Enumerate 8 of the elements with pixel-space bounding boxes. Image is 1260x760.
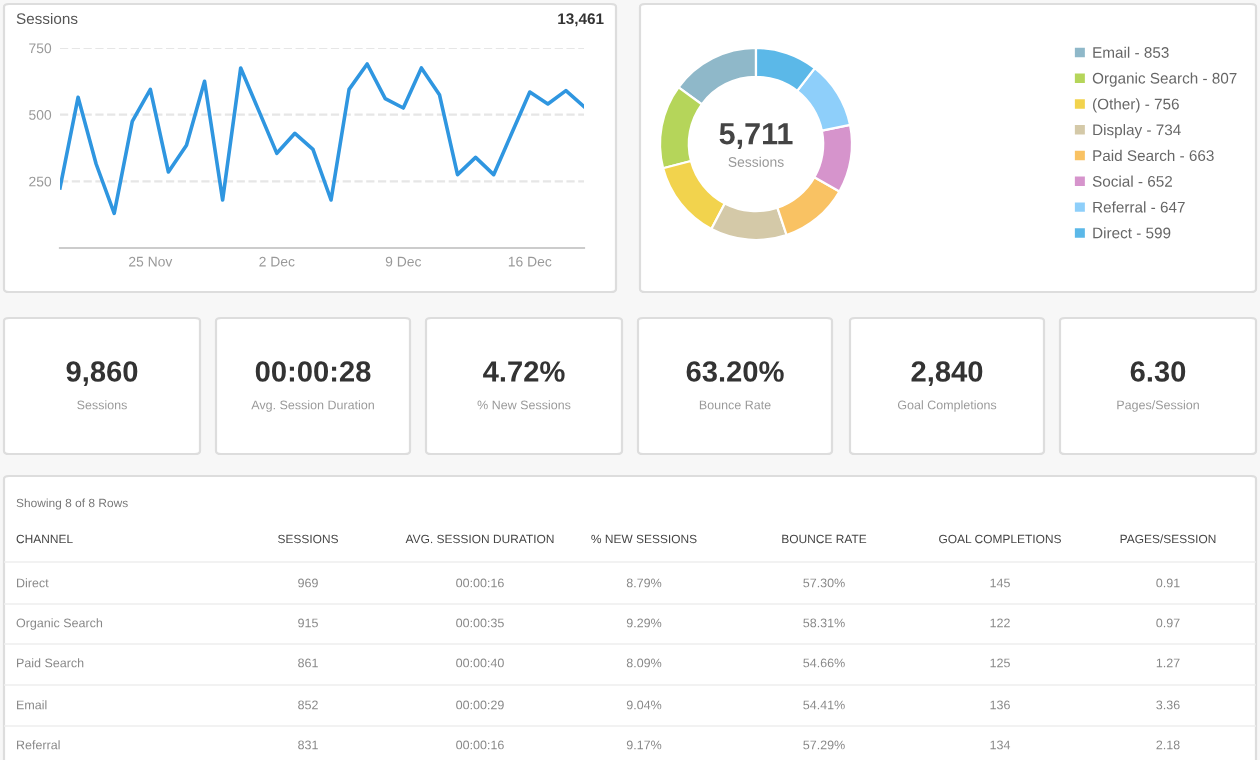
text: 00:00:28 [255,361,371,382]
text: 63.20% [686,361,784,382]
text: 4.72% [483,361,565,382]
text: 6.30 [1130,361,1186,382]
line-series [60,62,584,216]
text: 9,860 [66,361,138,387]
text: 2,840 [911,361,983,387]
text: 5,711 [719,123,793,149]
